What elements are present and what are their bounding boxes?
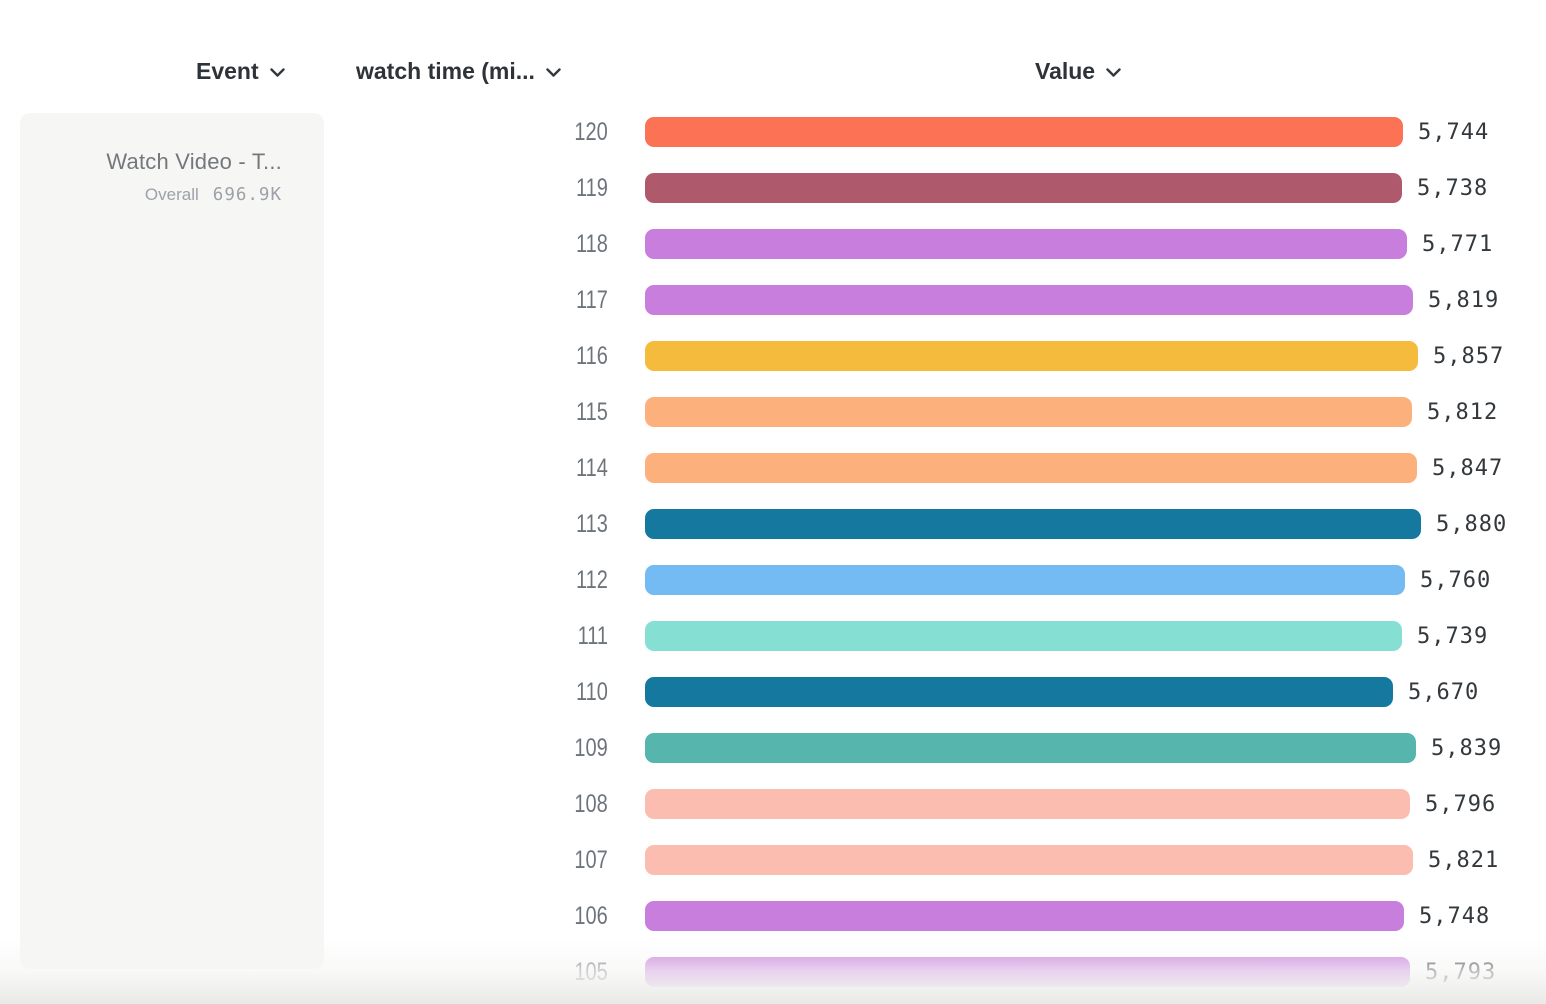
bar[interactable]	[645, 229, 1407, 259]
event-overall-stats: Overall 696.9K	[40, 185, 282, 205]
bar[interactable]	[645, 957, 1410, 987]
bar-row: 117 5,819	[540, 272, 1507, 328]
bar[interactable]	[645, 397, 1412, 427]
bar-value-label: 5,744	[1418, 119, 1490, 145]
bar[interactable]	[645, 173, 1402, 203]
chevron-down-icon	[1106, 68, 1121, 77]
bar-category-label: 105	[574, 957, 608, 986]
bar-row: 116 5,857	[540, 328, 1507, 384]
bar-value-label: 5,670	[1408, 679, 1480, 705]
bar-category-label: 108	[574, 789, 608, 818]
bar[interactable]	[645, 677, 1393, 707]
bar-value-label: 5,748	[1419, 903, 1491, 929]
bar[interactable]	[645, 901, 1404, 931]
overall-value: 696.9K	[212, 185, 282, 205]
bar-row: 105 5,793	[540, 944, 1507, 1000]
bar-row: 110 5,670	[540, 664, 1507, 720]
bar-value-label: 5,760	[1420, 567, 1492, 593]
bar[interactable]	[645, 509, 1421, 539]
bar-row: 108 5,796	[540, 776, 1507, 832]
bar[interactable]	[645, 565, 1405, 595]
bar-value-label: 5,771	[1422, 231, 1494, 257]
bar-category-label: 118	[576, 229, 608, 258]
bar-value-label: 5,821	[1428, 847, 1500, 873]
bar[interactable]	[645, 453, 1417, 483]
bar[interactable]	[645, 733, 1416, 763]
bar-row: 114 5,847	[540, 440, 1507, 496]
event-column-header[interactable]: Event	[196, 58, 285, 85]
bar-row: 119 5,738	[540, 160, 1507, 216]
bar-category-label: 110	[576, 677, 608, 706]
bar-category-label: 114	[576, 453, 608, 482]
bar-row: 111 5,739	[540, 608, 1507, 664]
bar[interactable]	[645, 621, 1402, 651]
bar-value-label: 5,880	[1436, 511, 1508, 537]
bar-value-label: 5,738	[1417, 175, 1489, 201]
event-title: Watch Video - T...	[106, 149, 282, 174]
bar-row: 106 5,748	[540, 888, 1507, 944]
bar[interactable]	[645, 285, 1413, 315]
bar-row: 107 5,821	[540, 832, 1507, 888]
bar-category-label: 109	[574, 733, 608, 762]
bar-value-label: 5,796	[1425, 791, 1497, 817]
bar-value-label: 5,857	[1433, 343, 1505, 369]
bar[interactable]	[645, 845, 1413, 875]
bar-category-label: 112	[576, 565, 608, 594]
bar-value-label: 5,839	[1431, 735, 1503, 761]
bar-category-label: 115	[576, 397, 608, 426]
bar-row: 118 5,771	[540, 216, 1507, 272]
bar[interactable]	[645, 117, 1403, 147]
bar-row: 120 5,744	[540, 104, 1507, 160]
bar-category-label: 120	[574, 117, 608, 146]
bar-chart: 120 5,744 119 5,738 118 5,771 117 5,819 116 5,857…	[540, 104, 1507, 1000]
chevron-down-icon	[269, 68, 285, 77]
value-column-label: Value	[1035, 58, 1096, 84]
bar-category-label: 107	[574, 845, 608, 874]
bar[interactable]	[645, 789, 1410, 819]
chevron-down-icon	[546, 68, 561, 77]
bar-value-label: 5,847	[1432, 455, 1504, 481]
bar-category-label: 106	[574, 901, 608, 930]
bar-row: 112 5,760	[540, 552, 1507, 608]
bar[interactable]	[645, 341, 1418, 371]
bar-row: 109 5,839	[540, 720, 1507, 776]
bar-value-label: 5,793	[1425, 959, 1497, 985]
bar-category-label: 113	[576, 509, 608, 538]
bar-value-label: 5,739	[1417, 623, 1489, 649]
event-summary-panel[interactable]: Watch Video - T... Overall 696.9K	[20, 113, 324, 969]
bar-value-label: 5,819	[1428, 287, 1500, 313]
watch-time-column-label: watch time (mi...	[356, 58, 535, 84]
bar-category-label: 116	[576, 341, 608, 370]
bar-row: 113 5,880	[540, 496, 1507, 552]
bar-row: 115 5,812	[540, 384, 1507, 440]
watch-time-column-header[interactable]: watch time (mi...	[356, 58, 561, 85]
bar-value-label: 5,812	[1427, 399, 1499, 425]
bar-category-label: 119	[576, 173, 608, 202]
bar-category-label: 111	[577, 621, 608, 650]
bar-category-label: 117	[576, 285, 608, 314]
value-column-header[interactable]: Value	[1035, 58, 1121, 85]
overall-label: Overall	[144, 185, 199, 204]
event-column-label: Event	[196, 58, 259, 84]
